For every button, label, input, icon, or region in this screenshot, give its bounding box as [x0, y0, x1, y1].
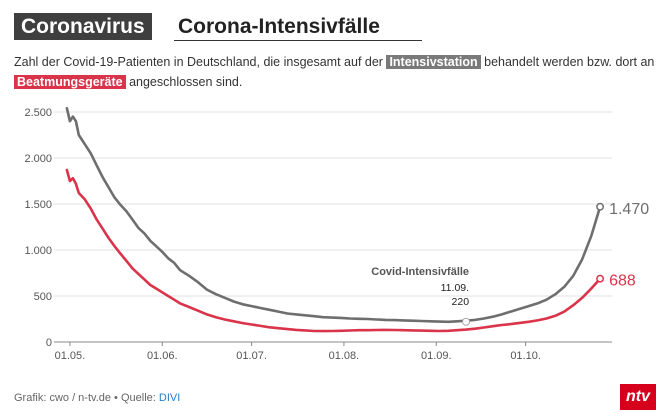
annotation-marker [462, 317, 471, 326]
y-tick-label: 1.000 [24, 245, 52, 257]
x-tick-label: 01.09. [421, 350, 452, 362]
y-tick-label: 1.500 [24, 199, 52, 211]
series-line-beatmung [65, 168, 602, 333]
line-chart: 0 500 1.000 1.500 2.000 2.500 01.05. 01.06. 01.0… [24, 107, 649, 362]
header: Coronavirus Corona-Intensivfälle [14, 13, 422, 42]
legend-badge-beatmung: Beatmungsgeräte [14, 75, 126, 89]
series-layer [65, 107, 605, 333]
annotation-date: 11.09. [441, 282, 469, 294]
endpoint-intensivstation [596, 202, 605, 211]
x-tick-label: 01.07. [236, 350, 267, 362]
source-link[interactable]: DIVI [158, 392, 181, 404]
series-line-intensivstation [65, 107, 602, 324]
x-tick-label: 01.10. [510, 350, 541, 362]
ntv-logo: ntv [620, 384, 656, 410]
legend-badge-intensivstation: Intensivstation [386, 55, 481, 69]
annotation-title: Covid-Intensivfälle [371, 266, 469, 278]
category-tag: Coronavirus [14, 13, 152, 40]
grid-layer [54, 111, 612, 343]
endpoint-beatmung [596, 274, 605, 283]
x-tick-label: 01.08. [329, 350, 360, 362]
annotation-value: 220 [452, 296, 470, 308]
axis-layer: 0 500 1.000 1.500 2.000 2.500 01.05. 01.06. 01.0… [24, 107, 540, 362]
x-tick-label: 01.05. [55, 350, 86, 362]
end-label-intensivstation: 1.470 [609, 201, 649, 218]
page-title: Corona-Intensivfälle [174, 13, 422, 41]
chart-subtitle: Zahl der Covid-19-Patienten in Deutschla… [14, 52, 664, 92]
y-tick-label: 500 [34, 291, 52, 303]
subtitle-text-2: behandelt werden bzw. dort an [480, 55, 655, 69]
subtitle-text-3: angeschlossen sind. [125, 75, 243, 89]
footer: Grafik: cwo / n-tv.de • Quelle: DIVI [14, 392, 180, 404]
footer-credit: Grafik: cwo / n-tv.de • Quelle: [14, 392, 159, 404]
x-tick-label: 01.06. [147, 350, 178, 362]
y-tick-label: 0 [46, 337, 52, 349]
label-layer: 1.470 688 Covid-Intensivfälle 11.09. 220 [371, 201, 649, 326]
end-label-beatmung: 688 [609, 273, 636, 290]
y-tick-label: 2.000 [24, 153, 52, 165]
y-tick-label: 2.500 [24, 107, 52, 119]
subtitle-text-1: Zahl der Covid-19-Patienten in Deutschla… [14, 55, 387, 69]
